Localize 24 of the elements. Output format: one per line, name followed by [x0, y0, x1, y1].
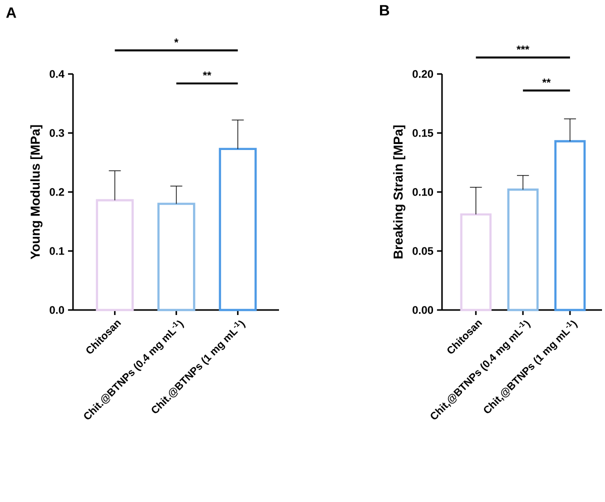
annotation: **	[202, 72, 212, 76]
bar	[218, 148, 257, 312]
text: ***	[516, 46, 530, 50]
y-tick-label: 0.4	[50, 70, 64, 78]
y-tick-label: 0.10	[412, 188, 434, 196]
text: *	[174, 38, 178, 43]
y-tick-label: 0.05	[412, 247, 434, 255]
bar	[460, 213, 492, 312]
bar	[96, 199, 134, 312]
y-tick-label: 0.0	[50, 306, 64, 314]
bar	[507, 188, 539, 312]
y-tick-label: 0.2	[50, 188, 64, 196]
y-axis-title: Young Modulus [MPa]	[30, 125, 42, 260]
y-tick-label: 0.00	[412, 306, 434, 314]
y-tick-label: 0.1	[50, 247, 64, 255]
chart-title: B	[380, 5, 390, 16]
chart-title: A	[6, 8, 16, 18]
y-tick-label: 0.20	[412, 70, 434, 78]
annotation: **	[542, 78, 551, 83]
y-tick-label: 0.15	[412, 129, 434, 137]
bar	[554, 140, 586, 312]
bar	[157, 202, 196, 312]
y-axis-title: Breaking Strain [MPa]	[393, 125, 406, 258]
y-tick-label: 0.3	[50, 129, 64, 137]
